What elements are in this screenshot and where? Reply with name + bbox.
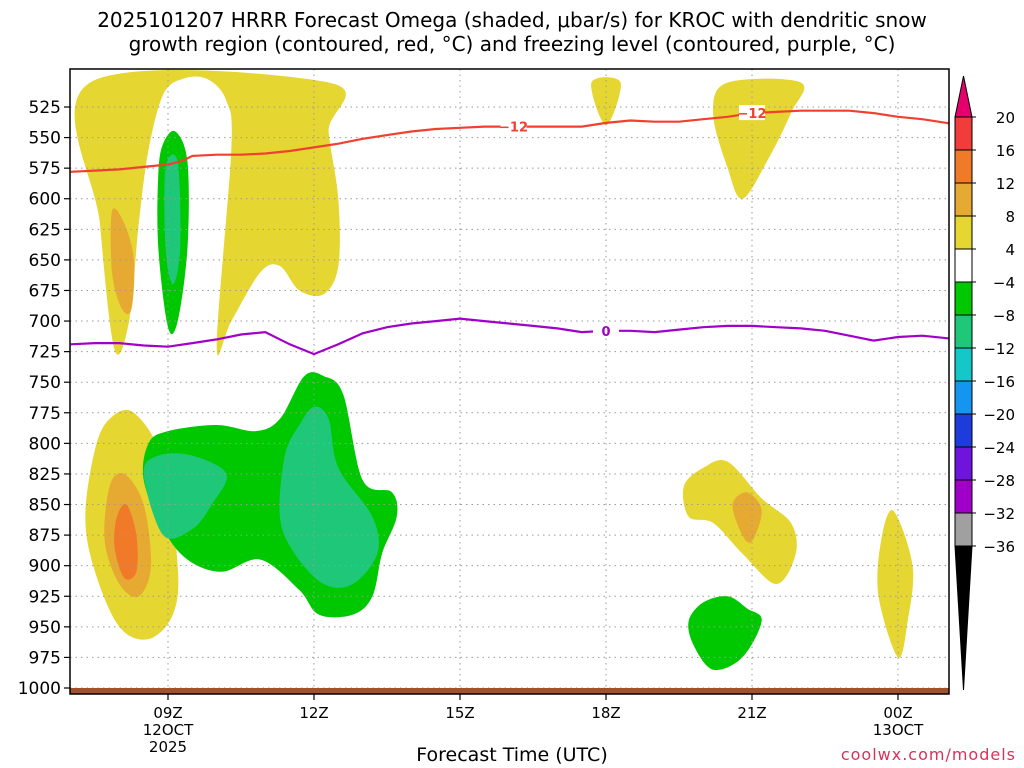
x-tick-label: 21Z [737,704,766,722]
dgz-label-2-bg [739,105,765,121]
omega-region-8 [143,453,227,539]
y-tick-label: 675 [29,281,61,301]
x-tick-label: 18Z [591,704,620,722]
x-tick-label: 00Z [883,704,912,722]
y-tick-label: 975 [29,648,61,668]
y-tick-label: 925 [29,587,61,607]
omega-region-4 [114,503,138,580]
colorbar-label: 20 [996,109,1015,127]
y-tick-label: 625 [29,220,61,240]
colorbar-segment [954,347,973,382]
freezing-label: 0 [601,325,610,340]
colorbar-segment [954,413,973,448]
freezing-level-line [70,317,949,356]
gridlines [70,69,949,694]
y-tick-label: 775 [29,404,61,424]
y-tick-label: 550 [29,129,61,149]
y-tick-label: 825 [29,465,61,485]
omega-region-10 [591,77,621,126]
colorbar-label: −24 [983,439,1015,457]
colorbar-segment [954,281,973,316]
omega-region-2 [110,208,135,315]
colorbar-label: 12 [996,175,1015,193]
colorbar-label: 8 [1005,208,1015,226]
omega-region-15 [688,596,762,671]
terrain-ground-strip [70,688,949,694]
colorbar-label: −20 [983,406,1015,424]
y-tick-label: 800 [29,434,61,454]
colorbar-label: 16 [996,142,1015,160]
freezing-label-bg [593,322,619,338]
plot-frame [69,68,950,695]
x-tick-label: 13OCT [873,721,924,739]
y-tick-label: 900 [29,557,61,577]
x-tick-label: 09Z [153,704,182,722]
colorbar-label: −16 [983,373,1015,391]
y-tick-label: 875 [29,526,61,546]
colorbar-segment [954,512,973,547]
x-axis-label: Forecast Time (UTC) [416,744,608,766]
colorbar-segment [954,248,973,283]
colorbar-label: −36 [983,538,1015,556]
colorbar-segment [954,149,973,184]
colorbar-segment [954,479,973,514]
omega-region-13 [732,492,762,543]
y-tick-label: 750 [29,373,61,393]
site-credit: coolwx.com/models [840,745,1016,764]
omega-colorbar: 20 16 12 8 4 −4 −8 −12 −16 −20 −24 −28 −32 −36 [954,75,1015,691]
colorbar-label: −12 [983,340,1015,358]
colorbar-label: 4 [1005,241,1015,259]
y-tick-label: 950 [29,618,61,638]
y-tick-label: 650 [29,251,61,271]
omega-region-11 [713,78,805,199]
colorbar-segment [954,116,973,151]
dgz-label-2: −12 [738,107,767,122]
colorbar-label: −32 [983,505,1015,523]
dgz-label-1: −12 [499,121,528,136]
chart-title-line1: 2025101207 HRRR Forecast Omega (shaded, … [97,8,927,32]
chart-title-line2: growth region (contoured, red, °C) and f… [128,32,896,56]
omega-region-0 [74,70,346,356]
y-tick-label: 700 [29,312,61,332]
dgz-label-1-bg [500,118,527,134]
y-tick-label: 600 [29,190,61,210]
x-tick-label: 15Z [445,704,474,722]
colorbar-label: −4 [993,274,1015,292]
omega-region-9 [279,406,379,588]
y-tick-label: 525 [29,98,61,118]
colorbar-bottom-triangle [954,545,973,691]
colorbar-segment [954,182,973,217]
colorbar-label: −8 [993,307,1015,325]
y-tick-label: 725 [29,343,61,363]
pressure-axis: 525 550 575 600 625 650 675 700 725 750 775 800 825 8… [18,98,70,699]
y-tick-label: 575 [29,159,61,179]
x-tick-label: 2025 [149,738,187,756]
y-tick-label: 1000 [18,679,61,699]
y-tick-label: 850 [29,496,61,516]
x-tick-label: 12OCT [143,721,194,739]
colorbar-segment [954,215,973,250]
x-tick-label: 12Z [299,704,328,722]
colorbar-label: −28 [983,472,1015,490]
colorbar-top-triangle [954,75,973,118]
omega-shading [74,70,914,671]
colorbar-segment [954,380,973,415]
omega-region-14 [877,510,914,658]
colorbar-segment [954,446,973,481]
colorbar-segment [954,314,973,349]
temperature-contours: −12 −12 0 [70,105,949,356]
